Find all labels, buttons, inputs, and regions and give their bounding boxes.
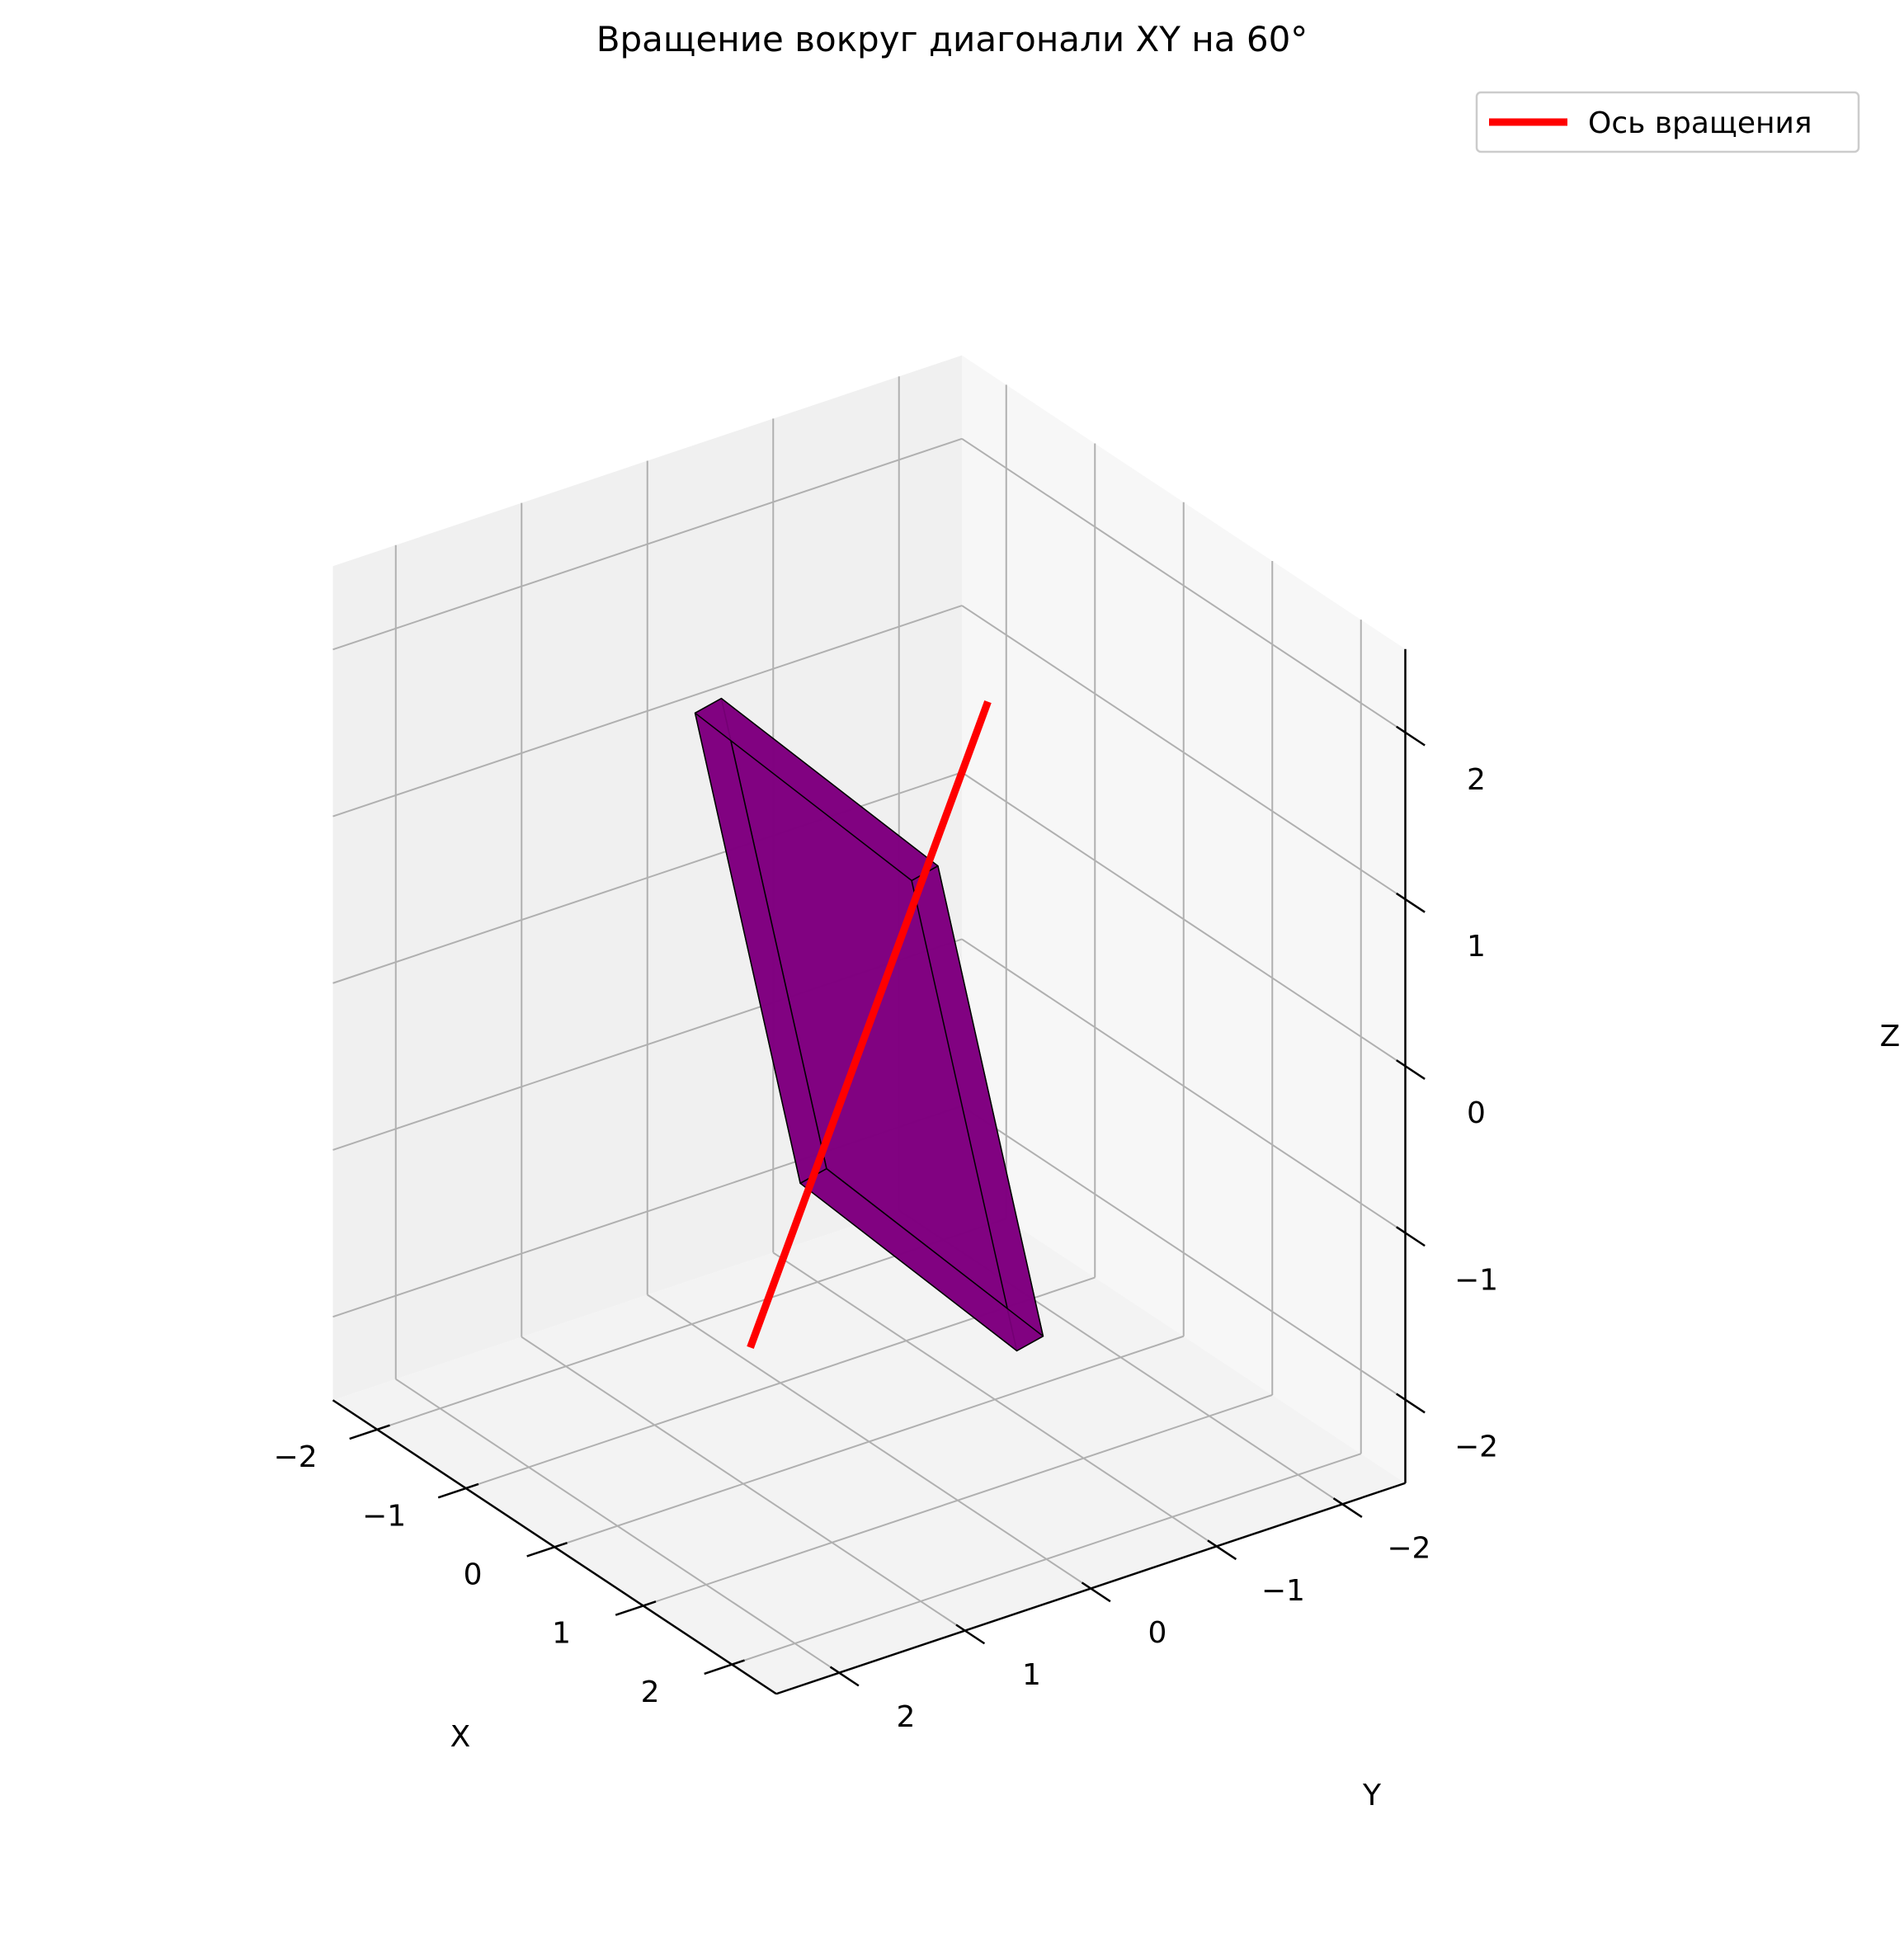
z-tick-label: 0: [1467, 1096, 1486, 1130]
grid-y-floor: [395, 1378, 840, 1674]
grid-y-floor: [772, 1251, 1218, 1548]
z-tick: [1396, 1226, 1426, 1247]
axes-panes: [332, 355, 1406, 1694]
grid-z-left: [961, 771, 1407, 1068]
grid-z-left: [961, 1105, 1407, 1401]
y-axis-label: Y: [1362, 1779, 1382, 1812]
y-tick: [955, 1624, 986, 1645]
y-tick-label: 0: [1148, 1616, 1166, 1650]
grid-z-right: [332, 437, 963, 651]
grid-z-left: [961, 605, 1407, 900]
rotation-axis-series: [747, 700, 992, 1349]
y-tick: [1081, 1581, 1111, 1603]
grid-z-left: [961, 438, 1407, 733]
x-tick-label: 2: [641, 1676, 660, 1709]
rotated-plate: [694, 697, 1044, 1352]
legend-box: [1475, 91, 1860, 153]
grid-y-floor: [647, 1294, 1091, 1590]
z-tick: [1396, 725, 1426, 747]
x-tick-label: −2: [274, 1440, 318, 1474]
z-tick: [1396, 892, 1426, 913]
grid-z-left: [961, 938, 1407, 1234]
x-axis-label: X: [450, 1720, 471, 1754]
y-tick: [1332, 1497, 1363, 1519]
x-tick-label: 0: [464, 1558, 483, 1592]
y-tick: [1207, 1539, 1237, 1561]
rotation-axis-line: [747, 700, 992, 1349]
plate-face-5: [694, 697, 939, 882]
x-tick-label: −1: [362, 1499, 406, 1533]
x-tick: [704, 1659, 745, 1676]
x-tick: [526, 1541, 568, 1558]
x-tick-label: 1: [552, 1617, 571, 1651]
tick-marks: −2 −1 0 1 2 −2 −1 0 1 2 −2 −1 0 1 2: [274, 725, 1498, 1734]
y-tick: [829, 1666, 860, 1687]
x-tick: [349, 1424, 390, 1440]
y-tick-label: −1: [1261, 1574, 1305, 1608]
chart-title: Вращение вокруг диагонали XY на 60°: [596, 19, 1308, 59]
z-axis-label: Z: [1880, 1020, 1901, 1053]
grid-z-right: [332, 605, 963, 818]
legend: Ось вращения: [1475, 91, 1860, 153]
grid-y-floor: [521, 1336, 966, 1632]
z-tick-label: 2: [1467, 763, 1486, 797]
z-tick: [1396, 1393, 1426, 1414]
z-tick-label: 1: [1467, 930, 1486, 964]
z-tick-label: −1: [1454, 1263, 1498, 1297]
y-tick-label: 2: [896, 1700, 915, 1734]
legend-label: Ось вращения: [1588, 106, 1812, 140]
y-tick-label: −2: [1387, 1532, 1430, 1566]
x-tick: [437, 1482, 479, 1499]
x-tick: [615, 1600, 657, 1616]
z-tick: [1396, 1059, 1426, 1080]
y-tick-label: 1: [1022, 1658, 1041, 1692]
z-tick-label: −2: [1454, 1430, 1498, 1464]
